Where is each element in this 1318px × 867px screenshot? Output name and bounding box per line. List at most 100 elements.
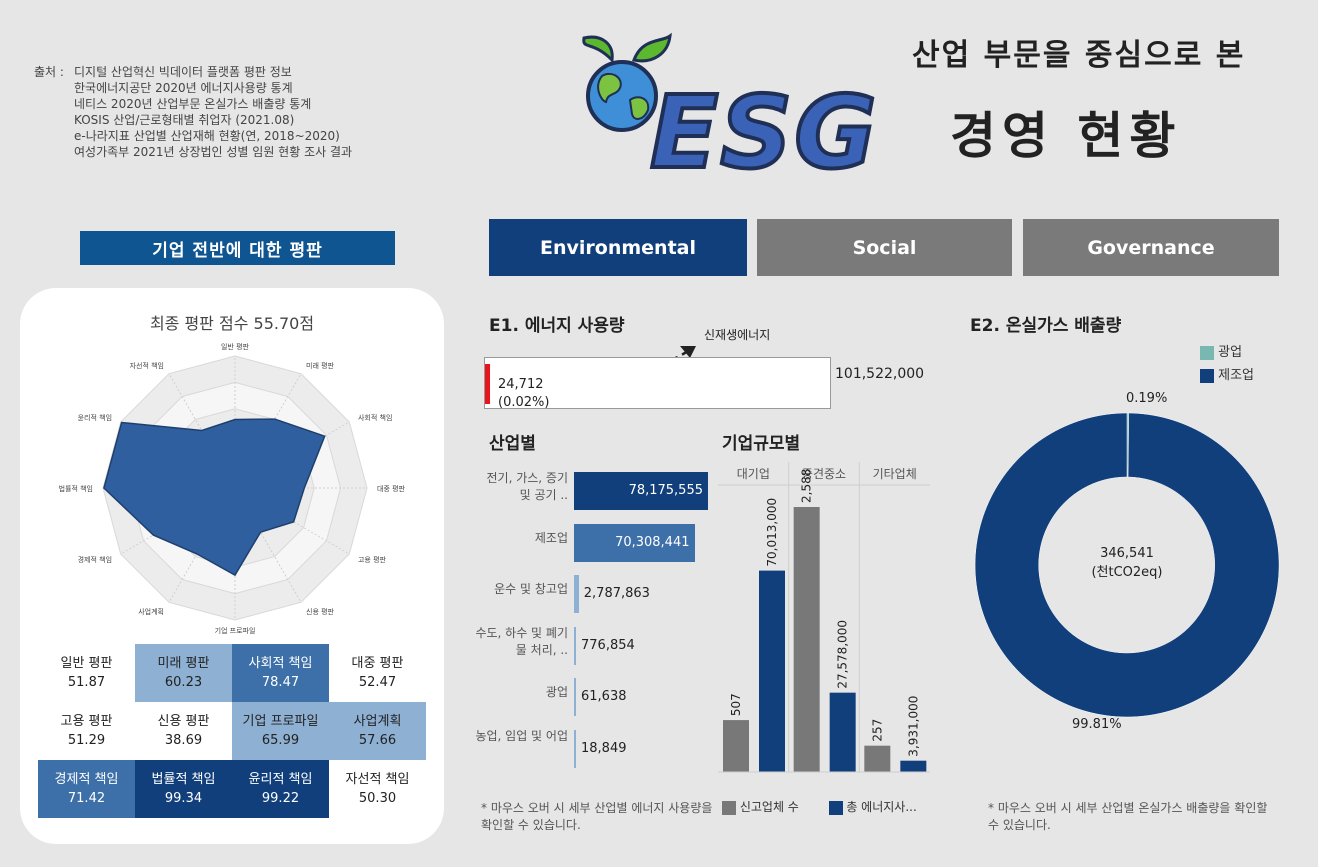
size-category-label: 중견중소: [802, 467, 846, 481]
ghg-center: 346,541 (천tCO2eq): [1072, 544, 1182, 582]
size-category-label: 대기업: [737, 467, 770, 481]
energy-bar[interactable]: [900, 760, 927, 772]
count-bar[interactable]: [864, 745, 891, 772]
score-value: 71.42: [67, 791, 106, 806]
energy-value-label: 27,578,000: [836, 620, 850, 689]
radar-axis-label: 사업계획: [138, 607, 164, 616]
score-cell[interactable]: 기업 프로파일 65.99: [232, 702, 329, 760]
size-chart-title: 기업규모별: [722, 434, 801, 454]
score-value: 57.66: [358, 733, 397, 748]
score-cell[interactable]: 일반 평판 51.87: [38, 644, 135, 702]
industry-category-label: 운수 및 창고업: [494, 582, 568, 596]
score-cell[interactable]: 법률적 책임 99.34: [135, 760, 232, 818]
score-cell[interactable]: 윤리적 책임 99.22: [232, 760, 329, 818]
score-cell[interactable]: 경제적 책임 71.42: [38, 760, 135, 818]
score-label: 고용 평판: [60, 714, 113, 729]
industry-value-label: 61,638: [581, 689, 627, 704]
score-label: 윤리적 책임: [248, 772, 313, 787]
legend-swatch-mining: [1200, 345, 1214, 360]
page-title: 경영 현황: [950, 107, 1182, 165]
radar-series-area: [103, 418, 326, 577]
score-value: 60.23: [164, 675, 203, 690]
count-value-label: 257: [870, 719, 884, 742]
industry-bar[interactable]: [574, 729, 576, 768]
energy-note: * 마우스 오버 시 세부 산업별 에너지 사용량을 확인할 수 있습니다.: [481, 801, 713, 832]
score-value: 99.34: [164, 791, 203, 806]
radar-axis-label: 법률적 책임: [59, 484, 93, 493]
score-cell[interactable]: 신용 평판 38.69: [135, 702, 232, 760]
tab-governance[interactable]: Governance: [1023, 219, 1279, 276]
score-value: 51.87: [67, 675, 106, 690]
energy-bar[interactable]: [829, 692, 856, 772]
score-value: 50.30: [358, 791, 397, 806]
score-cell[interactable]: 사업계획 57.66: [329, 702, 426, 760]
score-value: 99.22: [261, 791, 300, 806]
score-cell[interactable]: 자선적 책임 50.30: [329, 760, 426, 818]
source-line: 여성가족부 2021년 상장법인 성별 임원 현황 조사 결과: [74, 145, 353, 159]
score-cell[interactable]: 고용 평판 51.29: [38, 702, 135, 760]
score-label: 사업계획: [353, 714, 402, 729]
industry-chart-title: 산업별: [489, 434, 536, 454]
score-value: 52.47: [358, 675, 397, 690]
count-bar[interactable]: [723, 720, 749, 772]
source-line: 디지털 산업혁신 빅데이터 플랫폼 평판 정보: [74, 65, 292, 79]
tab-social[interactable]: Social: [757, 219, 1012, 276]
energy-value-label: 70,013,000: [765, 498, 779, 567]
energy-value-label: 3,931,000: [906, 696, 920, 757]
score-value: 65.99: [261, 733, 300, 748]
score-cell[interactable]: 대중 평판 52.47: [329, 644, 426, 702]
source-block: 출처 : 디지털 산업혁신 빅데이터 플랫폼 평판 정보 한국에너지공단 2020…: [34, 64, 352, 160]
energy-title: E1. 에너지 사용량: [489, 316, 625, 336]
industry-bar[interactable]: [574, 626, 576, 665]
energy-total-value: 101,522,000: [835, 366, 925, 382]
ghg-pct-mining: 0.19%: [1126, 391, 1168, 406]
industry-value-label: 78,175,555: [628, 483, 703, 498]
industry-category-label: 전기, 가스, 증기 및 공기 ..: [486, 471, 569, 502]
renewable-value: 24,712: [498, 377, 544, 392]
score-label: 신용 평판: [157, 714, 210, 729]
ghg-center-value: 346,541: [1100, 546, 1154, 561]
tab-label: Social: [852, 236, 917, 259]
source-line: e-나라지표 산업별 산업재해 현황(연, 2018~2020): [74, 129, 340, 143]
industry-value-label: 70,308,441: [615, 534, 690, 550]
source-line: 네티스 2020년 산업부문 온실가스 배출량 통계: [74, 97, 312, 111]
page-subtitle: 산업 부문을 중심으로 본: [912, 38, 1246, 73]
industry-bar[interactable]: [574, 678, 576, 716]
ghg-note: * 마우스 오버 시 세부 산업별 온실가스 배출량을 확인할 수 있습니다.: [988, 801, 1268, 832]
legend-swatch-manufacturing: [1200, 368, 1214, 383]
energy-bar[interactable]: [759, 570, 785, 772]
industry-value-label: 776,854: [581, 637, 635, 653]
legend-swatch-energy: [828, 800, 843, 815]
count-bar[interactable]: [793, 507, 820, 772]
ghg-donut-chart[interactable]: [972, 410, 1282, 720]
renewable-value-block: 24,712 (0.02%): [498, 376, 549, 412]
energy-total-bar[interactable]: [484, 357, 831, 409]
logo-text: ESG: [648, 74, 879, 191]
legend-manufacturing-label: 제조업: [1218, 368, 1255, 383]
score-table: 일반 평판 51.87 미래 평판 60.23 사회적 책임 78.47 대중 평판 52.4…: [38, 644, 426, 818]
industry-bar[interactable]: [574, 575, 579, 613]
legend-count-label: 신고업체 수: [739, 800, 799, 814]
count-value-label: 507: [729, 693, 743, 716]
score-label: 사회적 책임: [248, 656, 313, 671]
legend-swatch-count: [722, 800, 736, 815]
industry-bar-chart[interactable]: 전기, 가스, 증기 및 공기 .. 78,175,555 제조업 70,308,44…: [474, 460, 714, 780]
legend-mining-label: 광업: [1218, 345, 1243, 360]
score-label: 미래 평판: [157, 656, 210, 671]
score-cell[interactable]: 사회적 책임 78.47: [232, 644, 329, 702]
tab-label: Environmental: [540, 236, 696, 259]
industry-category-label: 수도, 하수 및 폐기물 처리, ..: [475, 625, 568, 657]
radar-axis-label: 고용 평판: [358, 555, 387, 564]
score-value: 51.29: [67, 733, 106, 748]
score-cell[interactable]: 미래 평판 60.23: [135, 644, 232, 702]
count-value-label: 2,588: [800, 469, 814, 503]
industry-bar[interactable]: [574, 472, 708, 510]
radar-axis-label: 자선적 책임: [130, 361, 164, 370]
industry-bar[interactable]: [574, 523, 695, 562]
radar-axis-label: 기업 프로파일: [215, 626, 256, 635]
tab-environmental[interactable]: Environmental: [489, 219, 747, 276]
score-value: 38.69: [164, 733, 203, 748]
radar-axis-label: 사회적 책임: [358, 413, 392, 422]
